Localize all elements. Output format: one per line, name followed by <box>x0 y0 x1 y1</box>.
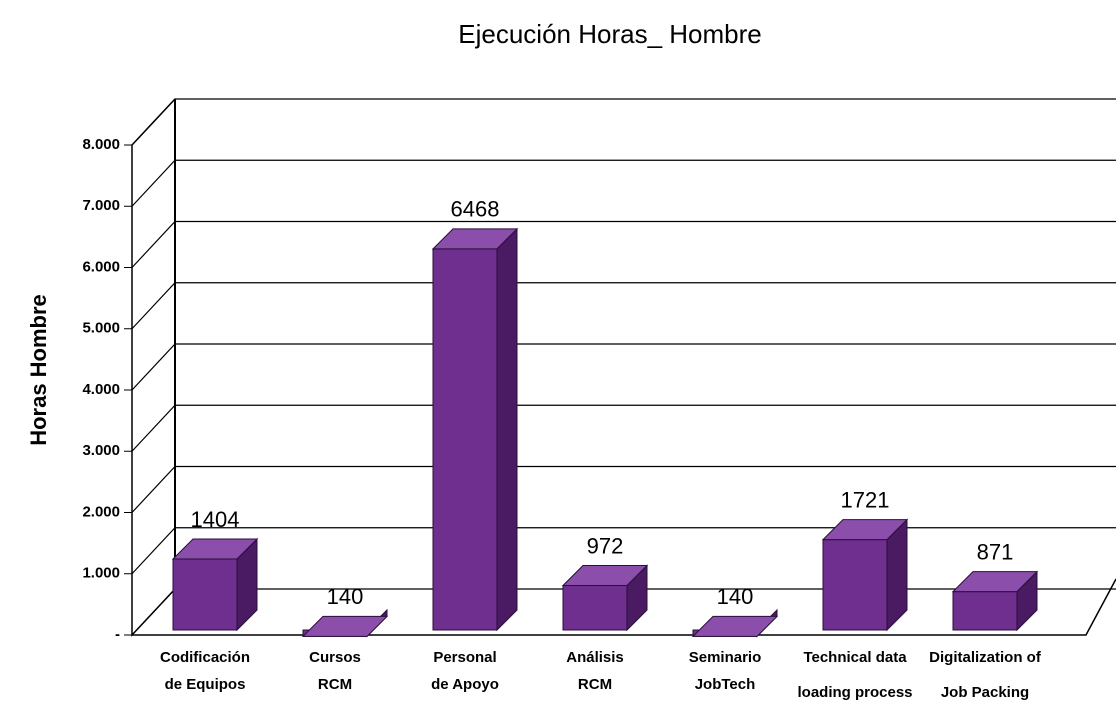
bar-top <box>821 519 909 541</box>
y-axis-label: Horas Hombre <box>26 294 51 446</box>
grid-line <box>131 98 1116 146</box>
grid-line <box>131 465 1116 513</box>
x-tick-label: Digitalization of <box>929 649 1042 666</box>
y-tick-label: 2.000 <box>82 503 120 520</box>
bar-front <box>562 584 628 631</box>
y-tick-label: 5.000 <box>82 320 120 337</box>
floor <box>132 578 1116 636</box>
value-label: 140 <box>327 584 364 609</box>
x-tick-label: JobTech <box>695 676 756 693</box>
bar <box>691 608 779 638</box>
bar-front <box>822 539 888 631</box>
x-tick-label: Codificación <box>160 649 250 666</box>
value-label: 140 <box>717 584 754 609</box>
bar-side <box>496 227 518 632</box>
x-tick-label: Personal <box>433 649 496 666</box>
x-tick-label: Job Packing <box>941 684 1029 701</box>
bar-top <box>171 538 259 560</box>
bar <box>431 227 519 632</box>
x-tick-label: RCM <box>318 676 352 693</box>
bar-top <box>431 228 519 250</box>
y-tick-label: 8.000 <box>82 136 120 153</box>
bar-front <box>432 248 498 631</box>
bar <box>561 564 649 632</box>
y-tick-label: - <box>115 626 120 643</box>
y-tick-label: 7.000 <box>82 197 120 214</box>
x-tick-label: Technical data <box>803 649 907 666</box>
bar <box>171 537 259 632</box>
value-label: 871 <box>977 539 1014 564</box>
bar-top <box>301 615 389 637</box>
value-label: 1404 <box>191 507 240 532</box>
bar-front <box>172 558 238 631</box>
bar <box>301 608 389 638</box>
y-tick-label: 4.000 <box>82 381 120 398</box>
grid-line <box>131 282 1116 330</box>
bar-front <box>952 591 1018 631</box>
grid-line <box>131 220 1116 268</box>
x-tick-label: Análisis <box>566 649 624 666</box>
bar <box>951 570 1039 632</box>
value-label: 1721 <box>841 487 890 512</box>
x-tick-label: RCM <box>578 676 612 693</box>
y-tick-label: 6.000 <box>82 258 120 275</box>
chart-title: Ejecución Horas_ Hombre <box>458 19 761 49</box>
bar-top <box>951 571 1039 593</box>
x-tick-label: de Apoyo <box>431 676 499 693</box>
y-tick-label: 1.000 <box>82 565 120 582</box>
x-tick-label: Cursos <box>309 649 361 666</box>
bar-top <box>691 615 779 637</box>
y-tick-label: 3.000 <box>82 442 120 459</box>
value-label: 6468 <box>451 197 500 222</box>
bar-top <box>561 564 649 586</box>
x-tick-label: loading process <box>797 684 912 701</box>
grid-line <box>131 343 1116 391</box>
bar <box>821 518 909 632</box>
x-tick-label: de Equipos <box>165 676 246 693</box>
x-tick-label: Seminario <box>689 649 762 666</box>
grid-line <box>131 527 1116 575</box>
value-label: 972 <box>587 533 624 558</box>
grid-line <box>131 159 1116 207</box>
grid-line <box>131 404 1116 452</box>
